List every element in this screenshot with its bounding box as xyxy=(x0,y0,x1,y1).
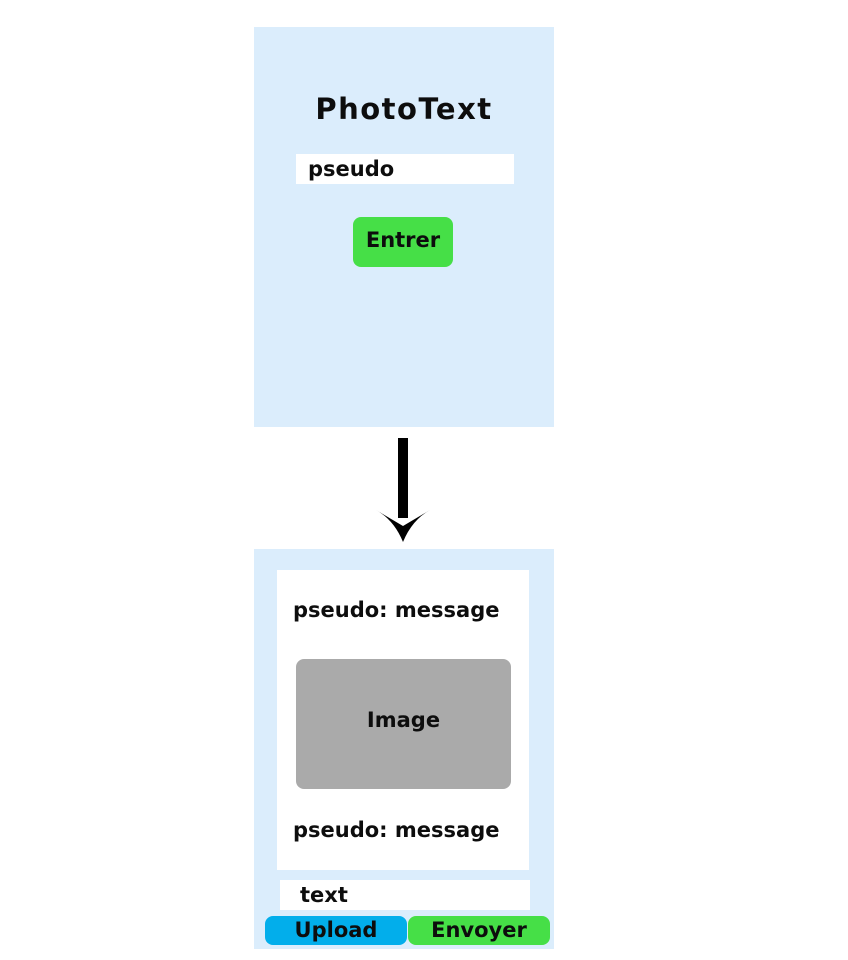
image-message-placeholder: Image xyxy=(296,659,511,789)
arrow-down-icon xyxy=(376,438,430,542)
messages-panel: pseudo: message Image pseudo: message xyxy=(277,570,529,870)
upload-button[interactable]: Upload xyxy=(265,916,407,945)
message-text-input[interactable] xyxy=(280,880,530,910)
enter-button[interactable]: Entrer xyxy=(353,217,453,267)
app-title: PhotoText xyxy=(315,92,493,126)
message-item: pseudo: message xyxy=(293,818,500,842)
message-item: pseudo: message xyxy=(293,598,500,622)
login-screen: PhotoText Entrer xyxy=(254,27,554,427)
pseudo-input[interactable] xyxy=(296,154,514,184)
chat-screen: pseudo: message Image pseudo: message Up… xyxy=(254,549,554,949)
send-button[interactable]: Envoyer xyxy=(408,916,550,945)
